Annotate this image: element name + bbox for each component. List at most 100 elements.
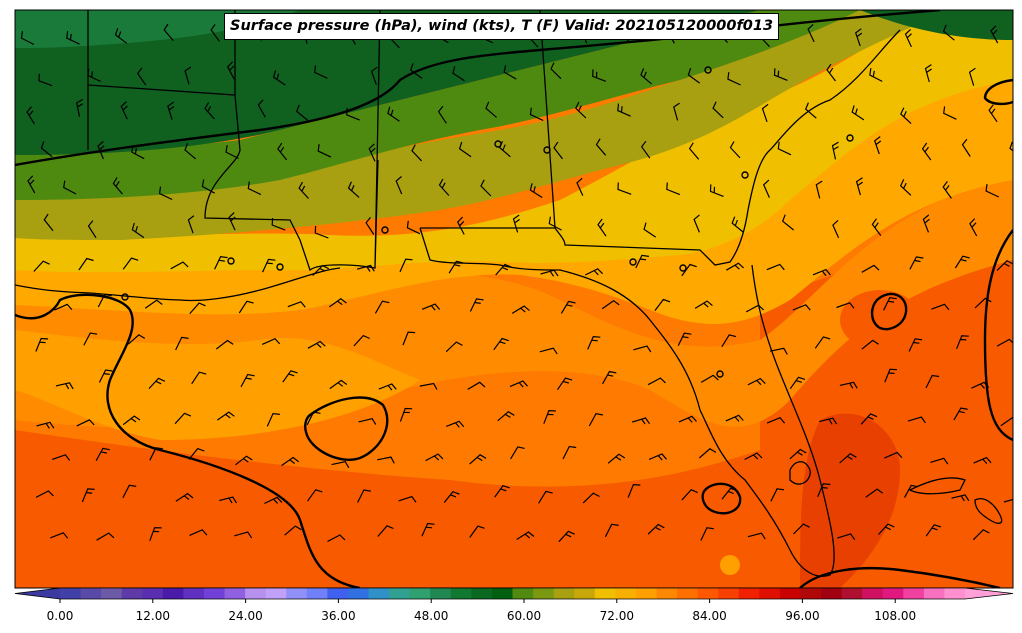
wind-barb bbox=[76, 98, 84, 117]
wind-barb bbox=[617, 103, 631, 117]
wind-barb bbox=[884, 368, 898, 383]
colorbar-segment bbox=[286, 588, 308, 599]
wind-barb bbox=[924, 64, 932, 83]
map-title: Surface pressure (hPa), wind (kts), T (F… bbox=[224, 13, 780, 40]
wind-barb bbox=[189, 302, 206, 314]
wind-barb bbox=[558, 530, 575, 543]
wind-barb bbox=[127, 334, 146, 345]
wind-barb bbox=[458, 141, 472, 158]
wind-barb bbox=[399, 258, 413, 273]
wind-barb bbox=[282, 370, 298, 383]
wind-barb bbox=[421, 303, 441, 311]
wind-barb bbox=[314, 225, 329, 239]
wind-barb bbox=[358, 418, 377, 425]
wind-barb bbox=[215, 339, 234, 350]
wind-barb bbox=[411, 144, 423, 162]
wind-barb bbox=[953, 407, 968, 421]
wind-barb bbox=[576, 177, 584, 196]
wind-barb bbox=[175, 492, 194, 502]
wind-barb bbox=[131, 222, 145, 239]
colorbar-tick-label: 84.00 bbox=[692, 609, 726, 623]
wind-barb bbox=[210, 23, 220, 42]
wind-barb bbox=[595, 138, 607, 156]
wind-barb bbox=[469, 298, 484, 312]
wind-barb bbox=[789, 376, 806, 390]
colorbar-segment bbox=[60, 588, 82, 599]
wind-barb bbox=[654, 298, 671, 311]
wind-barb bbox=[167, 101, 175, 120]
wind-barb bbox=[562, 445, 577, 460]
wind-barb bbox=[643, 222, 657, 238]
wind-barb bbox=[904, 28, 912, 48]
wind-barb bbox=[861, 264, 880, 273]
wind-barb bbox=[66, 31, 80, 45]
wind-barb bbox=[956, 335, 969, 350]
wind-barb bbox=[817, 483, 831, 497]
wind-barb bbox=[930, 457, 949, 465]
wind-barb bbox=[804, 102, 817, 119]
wind-barb bbox=[399, 407, 413, 422]
wind-barb bbox=[122, 484, 137, 499]
wind-barb bbox=[284, 525, 302, 536]
wind-barb bbox=[234, 531, 253, 539]
wind-barb bbox=[761, 103, 769, 122]
wind-barb bbox=[925, 524, 942, 537]
wind-barb bbox=[826, 63, 836, 82]
wind-barb bbox=[497, 410, 515, 422]
wind-barb bbox=[398, 495, 417, 503]
wind-barb bbox=[445, 341, 463, 353]
wind-barb bbox=[865, 488, 884, 498]
wind-barb bbox=[347, 181, 360, 198]
wind-barb bbox=[878, 523, 895, 535]
wind-barb bbox=[617, 182, 632, 195]
wind-barb bbox=[443, 490, 460, 503]
wind-barb bbox=[553, 141, 563, 160]
wind-barb bbox=[191, 371, 207, 385]
wind-barb bbox=[814, 336, 831, 349]
wind-barb bbox=[698, 448, 717, 459]
wind-barb bbox=[510, 446, 525, 460]
wind-barb bbox=[770, 488, 785, 502]
colorbar-segment bbox=[121, 588, 143, 599]
wind-barbs bbox=[20, 22, 1022, 543]
wind-barb bbox=[175, 336, 189, 351]
colorbar-segment bbox=[142, 588, 164, 599]
wind-barb bbox=[235, 455, 253, 466]
wind-barb bbox=[247, 181, 262, 196]
wind-barb bbox=[306, 411, 321, 426]
wind-barb bbox=[985, 184, 1000, 198]
wind-barb bbox=[365, 217, 375, 235]
wind-barb bbox=[990, 25, 999, 44]
wind-barb bbox=[687, 68, 701, 84]
wind-barb bbox=[974, 297, 992, 309]
wind-barb bbox=[666, 182, 681, 196]
wind-barb bbox=[112, 177, 123, 195]
wind-barb bbox=[493, 337, 509, 351]
wind-barb bbox=[95, 447, 110, 461]
wind-barb bbox=[815, 180, 823, 199]
wind-barb bbox=[777, 141, 792, 156]
wind-barb bbox=[855, 177, 864, 196]
wind-barb bbox=[884, 451, 903, 459]
wind-barb bbox=[597, 218, 607, 237]
wind-barb bbox=[1017, 454, 1022, 465]
colorbar-segment bbox=[80, 588, 102, 599]
colorbar-segment bbox=[862, 588, 884, 599]
wind-barb bbox=[76, 419, 95, 427]
wind-barb bbox=[144, 299, 163, 309]
wind-barb bbox=[793, 523, 810, 535]
wind-barb bbox=[26, 106, 35, 125]
wind-barb bbox=[851, 105, 865, 121]
wind-barb bbox=[773, 68, 788, 81]
wind-barb bbox=[184, 66, 192, 85]
wind-barb bbox=[607, 453, 626, 464]
colorbar-extend-low bbox=[15, 588, 60, 599]
wind-barb bbox=[1015, 66, 1021, 84]
wind-barb bbox=[452, 66, 465, 82]
colorbar-tick-label: 108.00 bbox=[874, 609, 916, 623]
colorbar bbox=[14, 587, 1014, 600]
wind-barb bbox=[873, 136, 882, 155]
wind-barb bbox=[63, 180, 77, 195]
wind-barb bbox=[120, 101, 128, 120]
wind-barb bbox=[184, 143, 197, 160]
